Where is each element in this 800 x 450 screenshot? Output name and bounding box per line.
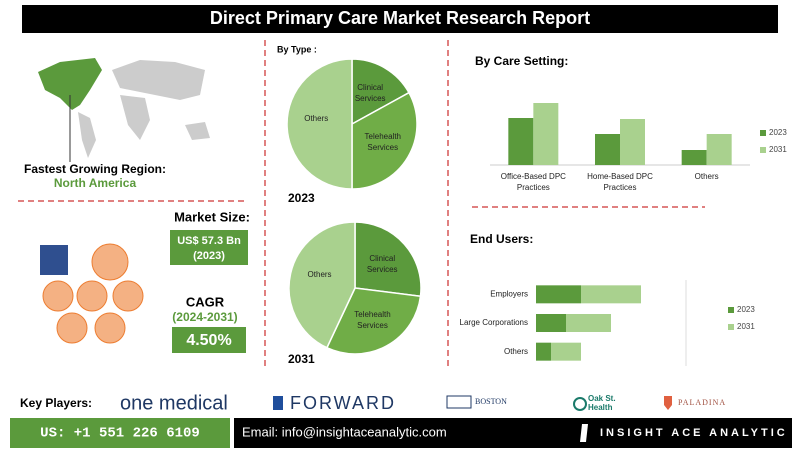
bar	[681, 150, 707, 165]
cagr-period: (2024-2031)	[172, 310, 237, 324]
bar	[620, 119, 645, 165]
market-box	[170, 230, 248, 265]
type-title: By Type :	[277, 44, 317, 54]
legend-swatch	[728, 324, 734, 330]
legend-label: 2023	[737, 305, 755, 314]
bar	[706, 134, 732, 165]
bar	[581, 285, 641, 304]
pie-label-box: Telehealth Services	[364, 132, 401, 153]
logo-mark	[446, 395, 472, 409]
region-label: Fastest Growing Region:	[24, 162, 166, 176]
y-tick-label: Large Corporations	[460, 318, 528, 327]
pie-label-box: Clinical Services	[366, 253, 398, 274]
player-logo: FORWARD	[290, 393, 396, 413]
logo-mark	[664, 396, 672, 410]
chart-title: By Care Setting:	[475, 54, 568, 68]
header-bar	[22, 5, 778, 33]
cagr-value: 4.50%	[186, 332, 231, 349]
market-label: Market Size:	[174, 209, 250, 224]
legend-label: 2031	[769, 145, 787, 154]
pie-slice	[351, 58, 410, 126]
phone: US: +1 551 226 6109	[40, 426, 200, 442]
pie-slice	[354, 221, 422, 298]
market-value: US$ 57.3 Bn	[177, 235, 241, 247]
market-year: (2023)	[193, 250, 225, 262]
pie-slice	[288, 221, 356, 349]
bar	[536, 314, 566, 332]
logo-mark	[573, 397, 587, 411]
y-tick-label: Employers	[490, 289, 528, 298]
key-players-label: Key Players:	[20, 396, 92, 410]
bar	[508, 118, 534, 165]
pie-year: 2031	[288, 352, 315, 366]
pie-label: Clinical Services	[354, 83, 386, 104]
player-logo-box: Oak St. Health	[588, 394, 616, 412]
player-logo: PALADINA	[678, 398, 726, 407]
x-tick-label: Office-Based DPC Practices	[500, 172, 566, 192]
player-logo: one medical	[120, 392, 228, 414]
phone-bar	[10, 418, 230, 448]
pie-label-box: Others	[304, 114, 329, 123]
pie-label: Others	[304, 114, 329, 123]
x-tick-label-box: Home-Based DPC Practices	[587, 172, 653, 192]
y-tick-label: Others	[504, 347, 528, 356]
pie-label: Telehealth Services	[354, 309, 391, 330]
icons	[40, 243, 144, 344]
bar	[595, 134, 620, 165]
pie-label: Telehealth Services	[364, 132, 401, 153]
brand-mark	[580, 424, 588, 442]
bar	[536, 342, 551, 361]
region-value: North America	[54, 176, 137, 190]
x-tick-label: Home-Based DPC Practices	[587, 172, 653, 192]
cagr-label: CAGR	[186, 294, 225, 309]
legend-label: 2031	[737, 322, 755, 331]
pie-label-box: Telehealth Services	[354, 309, 391, 330]
legend-swatch	[728, 307, 734, 313]
pie-label: Clinical Services	[366, 253, 398, 274]
pie-label-box: Clinical Services	[354, 83, 386, 104]
cagr-box	[172, 327, 246, 353]
bar	[566, 314, 611, 332]
x-tick-label-box: Others	[694, 172, 719, 181]
pie-slice	[286, 58, 353, 190]
bar	[533, 103, 559, 165]
player-logo: BOSTON	[475, 397, 507, 406]
pie-label-box: Others	[307, 270, 332, 280]
world-map	[38, 58, 210, 162]
legend-label: 2023	[769, 128, 787, 137]
bar	[536, 285, 581, 304]
chart-title: End Users:	[470, 232, 533, 246]
x-tick-label-box: Office-Based DPC Practices	[500, 172, 566, 192]
pie-year: 2023	[288, 191, 315, 205]
legend-swatch	[760, 147, 766, 153]
pie-slice	[325, 287, 422, 355]
title: Direct Primary Care Market Research Repo…	[210, 8, 590, 28]
player-logo: Oak St. Health	[588, 394, 616, 412]
legend-swatch	[760, 130, 766, 136]
pie-label: Others	[307, 270, 332, 280]
brand: INSIGHT ACE ANALYTIC	[600, 427, 788, 439]
contact-bar	[234, 418, 792, 448]
bar	[551, 342, 581, 361]
logo-mark	[273, 396, 283, 410]
pie-slice	[351, 91, 418, 190]
x-tick-label: Others	[694, 172, 719, 181]
email: Email: info@insightaceanalytic.com	[242, 424, 447, 439]
